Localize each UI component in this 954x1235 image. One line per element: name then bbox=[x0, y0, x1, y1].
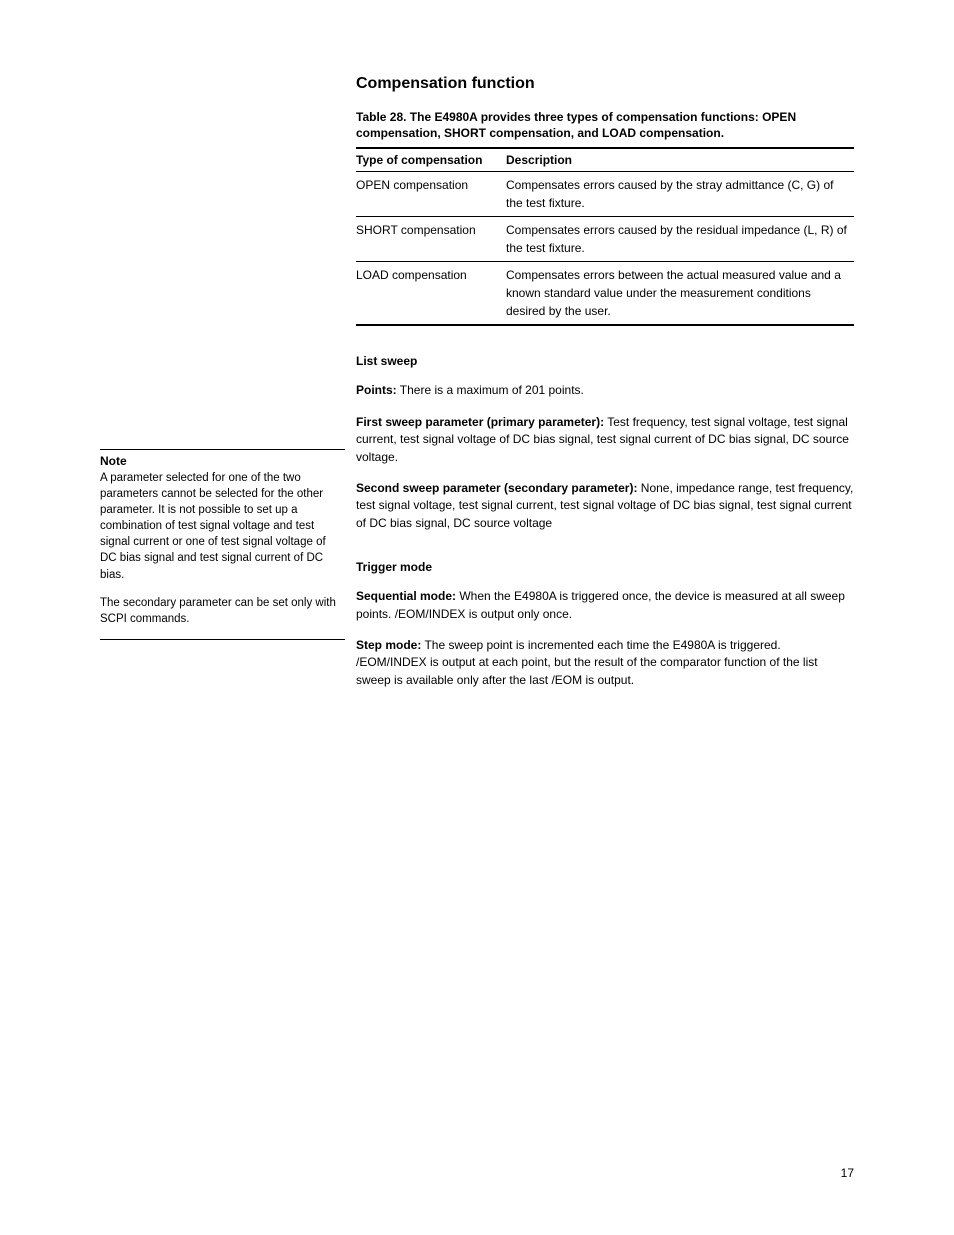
points-label: Points: bbox=[356, 383, 397, 397]
table-caption: Table 28. The E4980A provides three type… bbox=[356, 109, 854, 141]
step-mode-paragraph: Step mode: The sweep point is incremente… bbox=[356, 637, 854, 689]
table-header-type: Type of compensation bbox=[356, 148, 506, 172]
side-note-column: Note A parameter selected for one of the… bbox=[100, 449, 345, 640]
page-number: 17 bbox=[841, 1166, 854, 1180]
trigger-mode-heading: Trigger mode bbox=[356, 560, 854, 574]
list-sweep-heading: List sweep bbox=[356, 354, 854, 368]
points-text: There is a maximum of 201 points. bbox=[397, 383, 584, 397]
note-paragraph-2: The secondary parameter can be set only … bbox=[100, 595, 345, 627]
cell-type: OPEN compensation bbox=[356, 172, 506, 217]
note-heading: Note bbox=[100, 454, 345, 468]
primary-param-label: First sweep parameter (primary parameter… bbox=[356, 415, 604, 429]
secondary-param-paragraph: Second sweep parameter (secondary parame… bbox=[356, 480, 854, 532]
step-mode-text: The sweep point is incremented each time… bbox=[356, 638, 818, 687]
table-row: LOAD compensation Compensates errors bet… bbox=[356, 262, 854, 326]
cell-desc: Compensates errors caused by the residua… bbox=[506, 217, 854, 262]
sequential-mode-label: Sequential mode: bbox=[356, 589, 456, 603]
note-paragraph-1: A parameter selected for one of the two … bbox=[100, 470, 345, 583]
table-row: SHORT compensation Compensates errors ca… bbox=[356, 217, 854, 262]
cell-type: LOAD compensation bbox=[356, 262, 506, 326]
note-rule-bottom bbox=[100, 639, 345, 640]
table-header-desc: Description bbox=[506, 148, 854, 172]
secondary-param-label: Second sweep parameter (secondary parame… bbox=[356, 481, 637, 495]
table-header-row: Type of compensation Description bbox=[356, 148, 854, 172]
cell-desc: Compensates errors between the actual me… bbox=[506, 262, 854, 326]
compensation-table: Type of compensation Description OPEN co… bbox=[356, 147, 854, 326]
primary-param-paragraph: First sweep parameter (primary parameter… bbox=[356, 414, 854, 466]
sequential-mode-paragraph: Sequential mode: When the E4980A is trig… bbox=[356, 588, 854, 623]
points-paragraph: Points: There is a maximum of 201 points… bbox=[356, 382, 854, 399]
note-rule-top bbox=[100, 449, 345, 450]
step-mode-label: Step mode: bbox=[356, 638, 421, 652]
section-title: Compensation function bbox=[356, 75, 854, 93]
main-column: Compensation function Table 28. The E498… bbox=[356, 75, 854, 703]
table-row: OPEN compensation Compensates errors cau… bbox=[356, 172, 854, 217]
cell-desc: Compensates errors caused by the stray a… bbox=[506, 172, 854, 217]
page: Compensation function Table 28. The E498… bbox=[0, 0, 954, 1235]
cell-type: SHORT compensation bbox=[356, 217, 506, 262]
